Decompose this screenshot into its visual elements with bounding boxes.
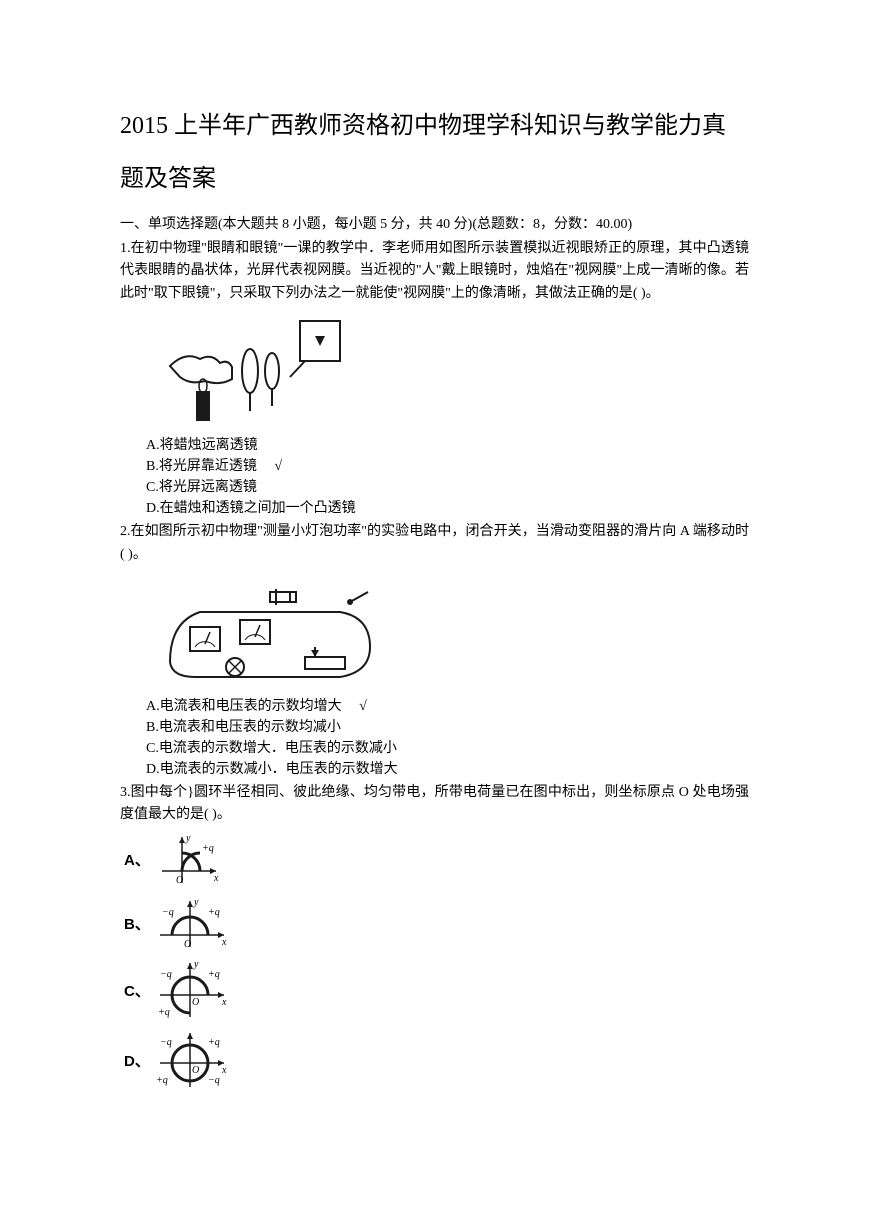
q2-option-b: B.电流表和电压表的示数均减小 [146,717,749,738]
q3-options: A、 +q O x y B、 −q [124,831,749,1095]
question-2: 2.在如图所示初中物理"测量小灯泡功率"的实验电路中，闭合开关，当滑动变阻器的滑… [120,521,749,780]
q3-label-a: A、 [124,849,154,873]
svg-text:O: O [192,997,199,1008]
q2-option-d: D.电流表的示数减小．电压表的示数增大 [146,759,749,780]
svg-text:−q: −q [160,969,172,980]
q1-option-b: B.将光屏靠近透镜 √ [146,456,749,477]
svg-text:+q: +q [158,1007,170,1018]
q3-option-d: D、 −q +q +q −q O x [124,1029,749,1095]
svg-text:−q: −q [162,907,174,918]
svg-text:y: y [193,959,199,970]
svg-text:+q: +q [208,1037,220,1048]
q3-option-b: B、 −q +q O x y [124,895,749,955]
q3-figure-a: +q O x y [154,831,224,891]
svg-text:O: O [192,1065,199,1076]
q3-figure-d: −q +q +q −q O x [154,1029,232,1095]
svg-text:y: y [193,897,199,908]
svg-text:+q: +q [202,843,214,854]
q1-option-b-text: B.将光屏靠近透镜 [146,459,257,474]
q1-option-c: C.将光屏远离透镜 [146,477,749,498]
q1-text: 1.在初中物理"眼睛和眼镜"一课的教学中．李老师用如图所示装置模拟近视眼矫正的原… [120,238,749,305]
q3-figure-b: −q +q O x y [154,895,232,955]
svg-text:−q: −q [160,1037,172,1048]
section-header: 一、单项选择题(本大题共 8 小题，每小题 5 分，共 40 分)(总题数：8，… [120,214,749,236]
svg-text:O: O [176,875,183,886]
question-1: 1.在初中物理"眼睛和眼镜"一课的教学中．李老师用如图所示装置模拟近视眼矫正的原… [120,238,749,519]
page-title: 2015 上半年广西教师资格初中物理学科知识与教学能力真题及答案 [120,100,749,206]
svg-text:+q: +q [208,969,220,980]
svg-text:x: x [221,1065,227,1076]
q3-option-a: A、 +q O x y [124,831,749,891]
q3-label-c: C、 [124,980,154,1004]
correct-mark: √ [359,699,367,714]
svg-text:O: O [184,939,191,950]
svg-text:−q: −q [208,1075,220,1086]
q2-text: 2.在如图所示初中物理"测量小灯泡功率"的实验电路中，闭合开关，当滑动变阻器的滑… [120,521,749,566]
q2-option-a-text: A.电流表和电压表的示数均增大 [146,699,342,714]
q2-figure [140,572,749,692]
q3-text: 3.图中每个}圆环半径相同、彼此绝缘、均匀带电，所带电荷量已在图中标出，则坐标原… [120,782,749,827]
q3-label-b: B、 [124,913,154,937]
q2-option-a: A.电流表和电压表的示数均增大 √ [146,696,749,717]
svg-text:+q: +q [208,907,220,918]
q3-label-d: D、 [124,1050,154,1074]
q1-option-d: D.在蜡烛和透镜之间加一个凸透镜 [146,498,749,519]
q1-figure [140,311,749,431]
question-3: 3.图中每个}圆环半径相同、彼此绝缘、均匀带电，所带电荷量已在图中标出，则坐标原… [120,782,749,1095]
svg-text:y: y [185,833,191,844]
q1-option-a: A.将蜡烛远离透镜 [146,435,749,456]
svg-text:x: x [221,937,227,948]
correct-mark: √ [274,459,282,474]
svg-text:x: x [221,997,227,1008]
q2-options: A.电流表和电压表的示数均增大 √ B.电流表和电压表的示数均减小 C.电流表的… [120,696,749,780]
q1-options: A.将蜡烛远离透镜 B.将光屏靠近透镜 √ C.将光屏远离透镜 D.在蜡烛和透镜… [120,435,749,519]
q2-option-c: C.电流表的示数增大．电压表的示数减小 [146,738,749,759]
svg-text:x: x [213,873,219,884]
q3-figure-c: −q +q +q O x y [154,959,232,1025]
q3-option-c: C、 −q +q +q O x y [124,959,749,1025]
svg-text:+q: +q [156,1075,168,1086]
